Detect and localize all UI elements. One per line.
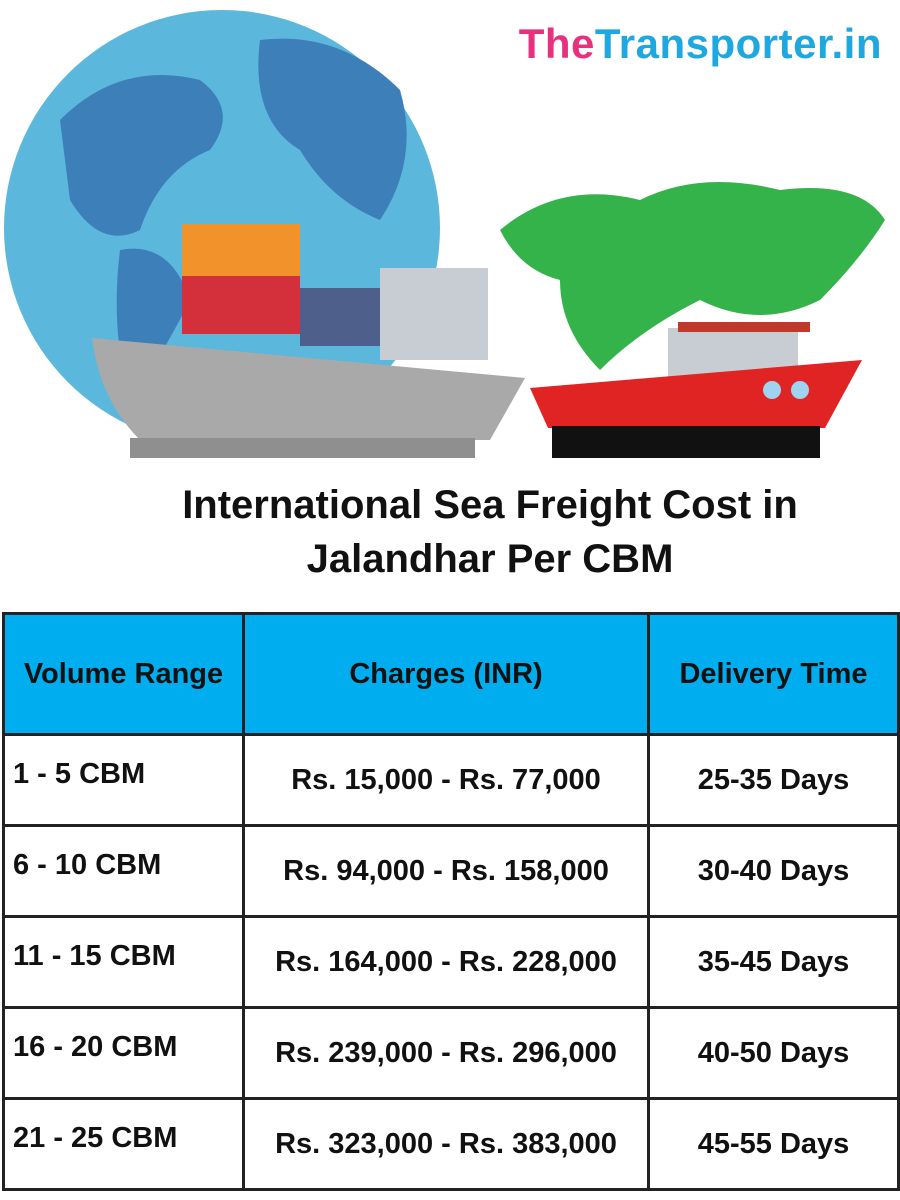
header-cell: Volume Range <box>2 612 245 736</box>
table-cell: 16 - 20 CBM <box>2 1006 245 1100</box>
price-table: Volume Range Charges (INR) Delivery Time 1… <box>2 612 900 1191</box>
table-cell: 21 - 25 CBM <box>2 1097 245 1191</box>
table-cell: Rs. 15,000 - Rs. 77,000 <box>242 733 650 827</box>
table-cell: 1 - 5 CBM <box>2 733 245 827</box>
logo: TheTransporter.in <box>519 20 882 68</box>
table-row: 6 - 10 CBM Rs. 94,000 - Rs. 158,000 30-40 … <box>2 824 900 918</box>
title: International Sea Freight Cost in Jalandh… <box>80 478 900 586</box>
table-cell: Rs. 94,000 - Rs. 158,000 <box>242 824 650 918</box>
table-cell: 25-35 Days <box>647 733 900 827</box>
ship-base <box>130 438 475 458</box>
container <box>300 288 385 346</box>
table-row: 11 - 15 CBM Rs. 164,000 - Rs. 228,000 35-4… <box>2 915 900 1009</box>
table-cell: Rs. 323,000 - Rs. 383,000 <box>242 1097 650 1191</box>
ship-roof <box>678 322 810 332</box>
table-cell: 11 - 15 CBM <box>2 915 245 1009</box>
logo-part: Transporter.in <box>594 20 882 67</box>
header-cell: Delivery Time <box>647 612 900 736</box>
logo-part: The <box>518 20 595 67</box>
world-map <box>500 182 885 370</box>
ship-hull <box>92 338 525 440</box>
table-cell: 30-40 Days <box>647 824 900 918</box>
table-row: 21 - 25 CBM Rs. 323,000 - Rs. 383,000 45-5… <box>2 1097 900 1191</box>
table-row: 16 - 20 CBM Rs. 239,000 - Rs. 296,000 40-5… <box>2 1006 900 1100</box>
ship-hull <box>530 360 862 428</box>
table-body: 1 - 5 CBM Rs. 15,000 - Rs. 77,000 25-35 Da… <box>2 733 900 1191</box>
table-cell: 40-50 Days <box>647 1006 900 1100</box>
title-line: International Sea Freight Cost in <box>182 483 798 527</box>
porthole <box>763 381 781 399</box>
container <box>182 224 300 276</box>
container <box>182 276 300 334</box>
ship-cabin <box>380 268 488 360</box>
continent <box>60 75 223 236</box>
table-cell: 45-55 Days <box>647 1097 900 1191</box>
table-cell: Rs. 164,000 - Rs. 228,000 <box>242 915 650 1009</box>
header-cell: Charges (INR) <box>242 612 650 736</box>
title-line: Jalandhar Per CBM <box>306 537 674 581</box>
table-row: 1 - 5 CBM Rs. 15,000 - Rs. 77,000 25-35 Da… <box>2 733 900 827</box>
table-cell: 6 - 10 CBM <box>2 824 245 918</box>
header-row: Volume Range Charges (INR) Delivery Time <box>2 612 900 736</box>
continent <box>258 38 407 221</box>
illustration <box>4 10 885 458</box>
table-cell: 35-45 Days <box>647 915 900 1009</box>
ship-base <box>552 426 820 458</box>
porthole <box>791 381 809 399</box>
table-cell: Rs. 239,000 - Rs. 296,000 <box>242 1006 650 1100</box>
